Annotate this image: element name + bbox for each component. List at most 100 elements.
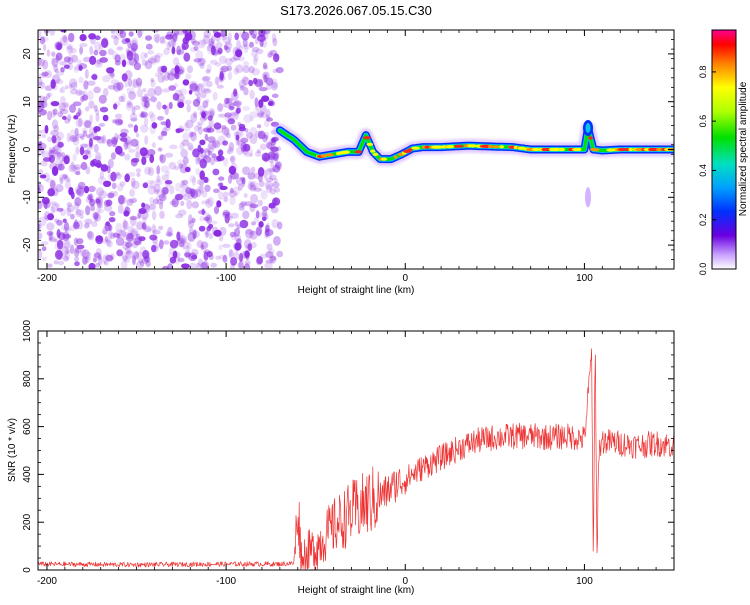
noise-blob xyxy=(234,47,242,55)
noise-blob xyxy=(55,79,64,85)
noise-blob xyxy=(224,58,233,66)
noise-blob xyxy=(167,72,176,81)
noise-blob xyxy=(71,54,79,63)
noise-blob xyxy=(204,149,210,160)
noise-blob xyxy=(119,229,127,238)
noise-blob xyxy=(177,209,187,216)
noise-blob xyxy=(169,239,179,249)
noise-blob xyxy=(164,180,173,185)
noise-blob xyxy=(50,79,56,89)
noise-blob xyxy=(87,90,94,101)
track-hotspot xyxy=(492,145,500,149)
noise-blob xyxy=(233,88,238,97)
track-hotspot xyxy=(370,149,376,153)
noise-blob xyxy=(242,210,250,220)
track-hotspot xyxy=(576,147,582,152)
noise-blob xyxy=(156,101,162,111)
noise-blob xyxy=(99,57,108,63)
noise-blob xyxy=(272,68,278,74)
noise-blob xyxy=(52,83,58,91)
noise-blob xyxy=(69,78,78,88)
noise-blob xyxy=(210,45,216,56)
noise-blob xyxy=(173,83,179,88)
noise-blob xyxy=(155,72,159,77)
noise-blob xyxy=(151,30,160,33)
noise-blob xyxy=(149,203,156,211)
noise-blob xyxy=(276,250,284,258)
noise-blob xyxy=(203,230,211,235)
noise-blob xyxy=(227,174,233,184)
noise-blob xyxy=(161,190,166,199)
noise-blob xyxy=(264,262,273,269)
x-tick-label: 100 xyxy=(576,273,593,284)
noise-blob xyxy=(67,57,74,65)
noise-blob xyxy=(235,64,244,73)
noise-blob xyxy=(136,30,144,37)
noise-blob xyxy=(216,50,222,55)
noise-blob xyxy=(179,237,186,243)
noise-blob xyxy=(206,43,215,52)
noise-blob xyxy=(91,221,98,228)
noise-blob xyxy=(244,250,250,258)
noise-blob xyxy=(255,212,264,218)
spectrogram-y-axis-label: Frequency (Hz) xyxy=(7,115,18,184)
noise-blob xyxy=(68,164,77,173)
noise-blob xyxy=(158,225,164,231)
noise-blob xyxy=(234,242,242,251)
noise-blob xyxy=(51,51,56,57)
noise-blob xyxy=(150,96,157,103)
noise-blob xyxy=(265,259,274,264)
noise-blob xyxy=(228,223,235,228)
noise-blob xyxy=(104,260,109,266)
noise-blob xyxy=(185,119,194,129)
noise-blob xyxy=(74,219,78,229)
noise-blob xyxy=(140,111,148,118)
noise-blob xyxy=(49,181,56,191)
noise-blob xyxy=(93,86,101,94)
noise-blob xyxy=(214,62,222,67)
noise-blob xyxy=(114,113,123,119)
noise-blob xyxy=(184,99,192,105)
noise-blob xyxy=(39,36,46,45)
noise-blob xyxy=(235,134,240,141)
noise-blob xyxy=(59,35,69,46)
noise-blob xyxy=(106,139,112,144)
noise-blob xyxy=(139,113,147,119)
noise-blob xyxy=(75,188,82,195)
noise-blob xyxy=(165,170,170,177)
noise-blob xyxy=(51,135,57,144)
noise-blob xyxy=(197,84,202,94)
noise-blob xyxy=(129,215,138,221)
noise-blob xyxy=(230,155,236,164)
noise-blob xyxy=(165,34,174,40)
noise-blob xyxy=(70,161,75,171)
noise-blob xyxy=(183,193,190,201)
noise-blob xyxy=(63,102,69,108)
noise-blob xyxy=(144,52,148,59)
noise-blob xyxy=(121,38,129,45)
noise-blob xyxy=(85,152,92,159)
noise-blob xyxy=(218,55,227,64)
noise-blob xyxy=(97,208,105,214)
noise-blob xyxy=(115,229,125,236)
noise-blob xyxy=(98,122,106,127)
noise-blob xyxy=(236,107,241,114)
noise-blob xyxy=(38,58,46,67)
noise-blob xyxy=(180,180,185,187)
noise-blob xyxy=(102,254,107,265)
noise-blob xyxy=(141,60,148,66)
noise-blob xyxy=(47,263,53,268)
noise-blob xyxy=(203,154,208,160)
noise-blob xyxy=(179,164,188,174)
noise-blob xyxy=(88,126,94,136)
noise-blob xyxy=(38,216,47,227)
noise-blob xyxy=(196,92,201,100)
noise-blob xyxy=(110,30,115,34)
noise-blob xyxy=(207,146,215,153)
noise-blob xyxy=(94,35,101,41)
noise-blob xyxy=(201,208,205,216)
noise-blob xyxy=(46,230,54,236)
noise-blob xyxy=(187,232,196,242)
noise-blob xyxy=(49,179,56,190)
noise-blob xyxy=(84,69,89,79)
